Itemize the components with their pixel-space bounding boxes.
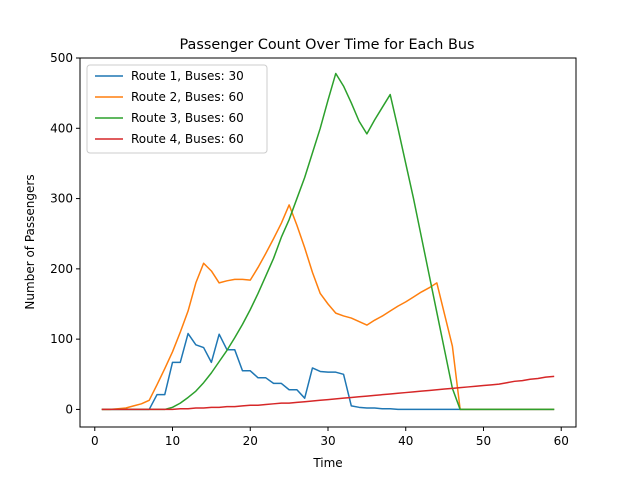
series-layer bbox=[101, 72, 555, 411]
series-line-route-4 bbox=[101, 375, 555, 411]
legend-label-route-2: Route 2, Buses: 60 bbox=[131, 90, 244, 104]
x-tick-label: 10 bbox=[165, 434, 180, 448]
series-line-route-3 bbox=[101, 72, 555, 411]
ticks-layer: 0 10 20 30 40 50 60 0 100 200 300 400 500 bbox=[50, 51, 569, 448]
chart-title: Passenger Count Over Time for Each Bus bbox=[180, 37, 475, 53]
y-tick-label: 0 bbox=[65, 402, 73, 416]
y-tick-label: 500 bbox=[50, 51, 73, 65]
plot-frame bbox=[79, 57, 577, 428]
legend: Route 1, Buses: 30 Route 2, Buses: 60 Rout… bbox=[86, 64, 268, 154]
x-tick-label: 60 bbox=[554, 434, 569, 448]
y-axis-label: Number of Passengers bbox=[23, 174, 37, 309]
y-tick-label: 300 bbox=[50, 192, 73, 206]
x-tick-label: 30 bbox=[320, 434, 335, 448]
legend-label-route-3: Route 3, Buses: 60 bbox=[131, 111, 244, 125]
x-tick-label: 0 bbox=[91, 434, 99, 448]
y-tick-label: 100 bbox=[50, 332, 73, 346]
x-tick-label: 40 bbox=[398, 434, 413, 448]
x-axis-label: Time bbox=[312, 456, 342, 470]
legend-box bbox=[86, 64, 268, 154]
legend-label-route-4: Route 4, Buses: 60 bbox=[131, 132, 244, 146]
y-tick-label: 400 bbox=[50, 121, 73, 135]
legend-label-route-1: Route 1, Buses: 30 bbox=[131, 69, 244, 83]
y-tick-label: 200 bbox=[50, 262, 73, 276]
x-tick-label: 20 bbox=[243, 434, 258, 448]
x-tick-label: 50 bbox=[476, 434, 491, 448]
